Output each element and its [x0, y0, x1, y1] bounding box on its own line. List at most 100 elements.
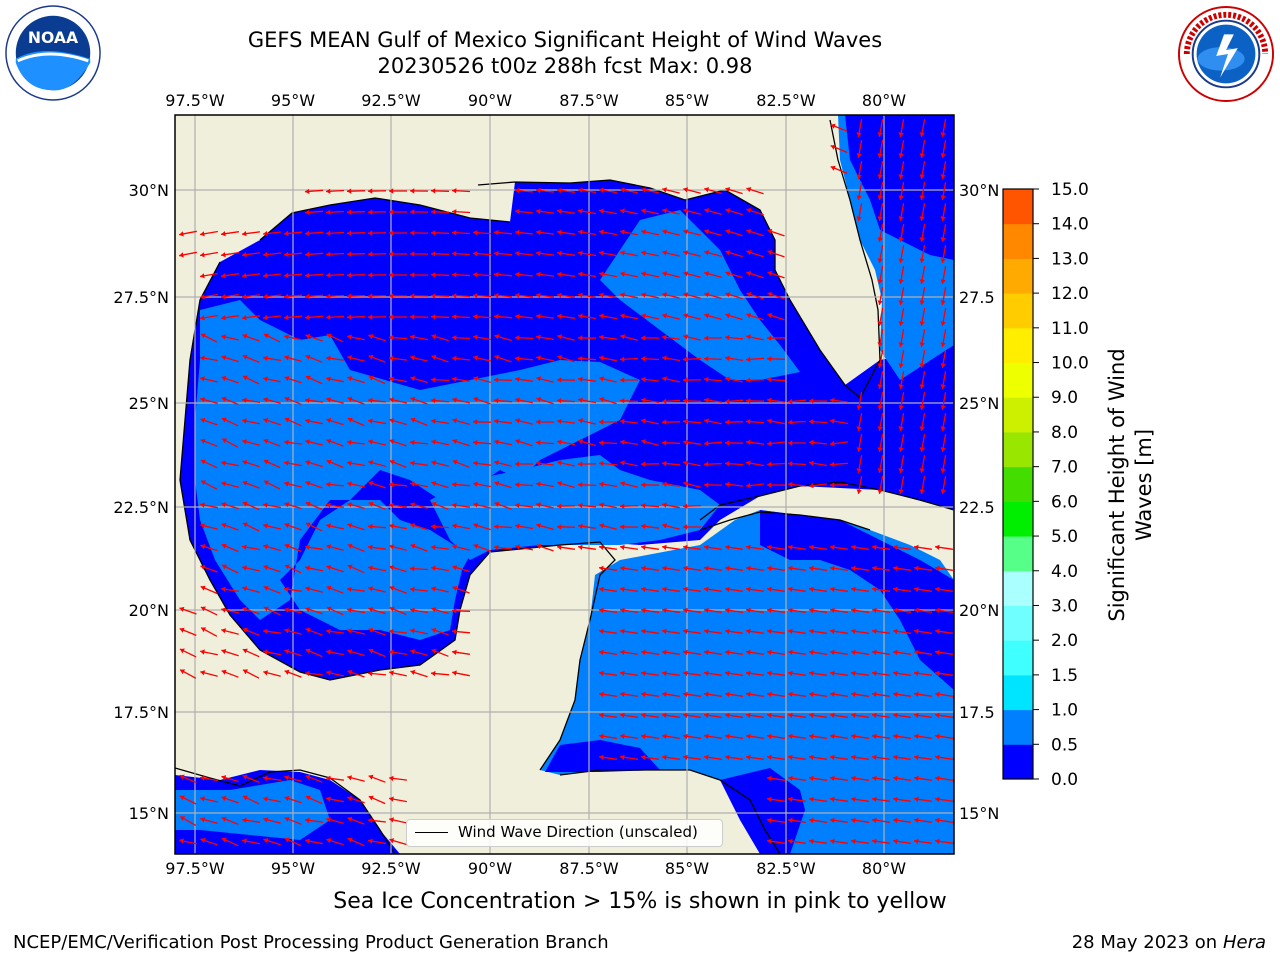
wave-direction-arrowhead	[452, 335, 457, 341]
wave-direction-arrowhead	[662, 607, 667, 613]
wave-direction-arrowhead	[940, 216, 946, 221]
wave-direction-arrowhead	[809, 649, 814, 655]
wave-direction-arrowhead	[557, 377, 562, 383]
wave-direction-arrowhead	[557, 313, 562, 319]
wave-direction-arrowhead	[200, 252, 205, 258]
wave-direction-arrowhead	[452, 482, 457, 488]
wave-direction-arrowhead	[856, 405, 862, 410]
wave-direction-arrowhead	[452, 188, 457, 194]
wave-direction-arrowhead	[746, 712, 751, 718]
graticule	[175, 115, 954, 854]
wave-direction-arrowhead	[368, 607, 374, 613]
wave-direction-arrowhead	[919, 426, 925, 431]
wave-direction-arrowhead	[767, 733, 772, 739]
wave-direction-arrowhead	[515, 397, 520, 403]
wave-direction-arrowhead	[830, 649, 835, 655]
wave-direction-arrowhead	[200, 523, 205, 529]
wave-direction-arrowhead	[431, 293, 436, 299]
wave-direction-arrowhead	[263, 796, 268, 802]
wave-direction-arrowhead	[877, 195, 883, 200]
lon-label-bottom: 87.5°W	[559, 859, 619, 878]
lon-label-top: 97.5°W	[165, 91, 225, 110]
wave-direction-arrowhead	[347, 586, 352, 592]
wave-direction-arrowhead	[557, 334, 563, 340]
wave-direction-arrowhead	[809, 460, 814, 466]
wave-direction-arrowhead	[704, 670, 709, 676]
wave-direction-arrowhead	[368, 251, 373, 257]
wave-direction-arrowhead	[683, 503, 688, 509]
wave-direction-arrowhead	[620, 712, 625, 718]
wave-direction-arrowhead	[494, 354, 500, 360]
wave-direction-arrowhead	[494, 334, 500, 340]
lat-label-right: 15°N	[959, 804, 999, 823]
wave-direction-arrowhead	[746, 733, 751, 739]
wave-direction-arrowhead	[284, 543, 290, 549]
lat-label-right: 25°N	[959, 394, 999, 413]
wave-direction-arrowhead	[893, 670, 898, 676]
wave-direction-arrowhead	[898, 195, 904, 200]
wave-direction-arrowhead	[767, 565, 772, 571]
wave-direction-arrowhead	[242, 354, 248, 360]
wave-direction-arrowhead	[746, 691, 751, 697]
wave-direction-arrowhead	[473, 230, 478, 236]
wave-direction-arrowhead	[431, 501, 437, 507]
wave-direction-arrowhead	[305, 251, 310, 257]
wave-direction-arrowhead	[914, 565, 919, 571]
colorbar-tick-label: 5.0	[1051, 527, 1078, 547]
wave-direction-arrowhead	[221, 795, 227, 801]
colorbar-frame	[1002, 188, 1034, 780]
wave-direction-arrowhead	[326, 293, 331, 299]
wave-direction-arrowhead	[935, 565, 940, 571]
wave-direction-arrowhead	[641, 208, 646, 214]
wave-direction-arrowhead	[242, 648, 248, 654]
colorbar-tick-label: 6.0	[1051, 492, 1078, 512]
wave-direction-arrowhead	[599, 208, 604, 214]
wave-direction-arrowhead	[221, 252, 226, 258]
wave-direction-arrowhead	[683, 460, 688, 466]
wave-direction-arrowhead	[515, 418, 520, 424]
wave-direction-arrowhead	[326, 251, 331, 257]
wave-direction-arrowhead	[242, 294, 247, 300]
wave-direction-arrowhead	[877, 468, 883, 473]
wave-direction-arrowhead	[494, 292, 499, 299]
wave-direction-arrowhead	[389, 272, 394, 278]
wave-direction-arrowhead	[788, 628, 793, 634]
wave-direction-arrowhead	[179, 252, 184, 258]
wave-direction-arrowhead	[284, 522, 290, 528]
wave-direction-arrowhead	[662, 649, 667, 655]
wave-direction-arrowhead	[368, 354, 374, 360]
wave-direction-arrowhead	[919, 153, 925, 158]
wave-direction-arrowhead	[536, 355, 541, 361]
wave-direction-arrowhead	[620, 313, 625, 319]
wave-direction-arrowhead	[914, 712, 919, 718]
wave-direction-arrowhead	[809, 775, 814, 781]
wave-direction-arrowhead	[641, 712, 646, 718]
wave-direction-arrowhead	[599, 440, 604, 446]
wave-direction-arrowhead	[494, 460, 499, 466]
wave-direction-arrowhead	[620, 334, 625, 340]
wave-direction-arrowhead	[431, 648, 437, 654]
wave-direction-arrowhead	[305, 795, 311, 801]
wave-direction-arrowhead	[767, 712, 772, 718]
wave-direction-arrowhead	[200, 585, 206, 591]
wave-direction-arrowhead	[389, 355, 394, 362]
wave-direction-arrowhead	[788, 607, 793, 613]
wave-direction-arrowhead	[242, 273, 247, 279]
wave-direction-arrowhead	[683, 565, 688, 571]
wave-direction-arrowhead	[326, 230, 331, 236]
wave-direction-arrowhead	[704, 754, 709, 760]
wave-direction-arrowhead	[473, 523, 479, 529]
wave-direction-arrowhead	[284, 481, 289, 487]
wave-direction-arrowhead	[725, 376, 730, 382]
wave-direction-arrowhead	[746, 334, 751, 340]
wave-direction-arrowhead	[683, 356, 688, 362]
wave-direction-arrowhead	[200, 438, 206, 444]
wave-direction-arrowhead	[725, 733, 730, 739]
sea-ice-note-text: Sea Ice Concentration > 15% is shown in …	[333, 889, 947, 914]
wave-direction-arrowhead	[557, 418, 562, 425]
wave-direction-arrowhead	[221, 607, 226, 613]
wave-direction-arrowhead	[725, 334, 730, 341]
wave-direction-arrowhead	[431, 481, 437, 487]
wave-direction-arrowhead	[368, 565, 373, 571]
wave-direction-arrowhead	[305, 209, 310, 215]
